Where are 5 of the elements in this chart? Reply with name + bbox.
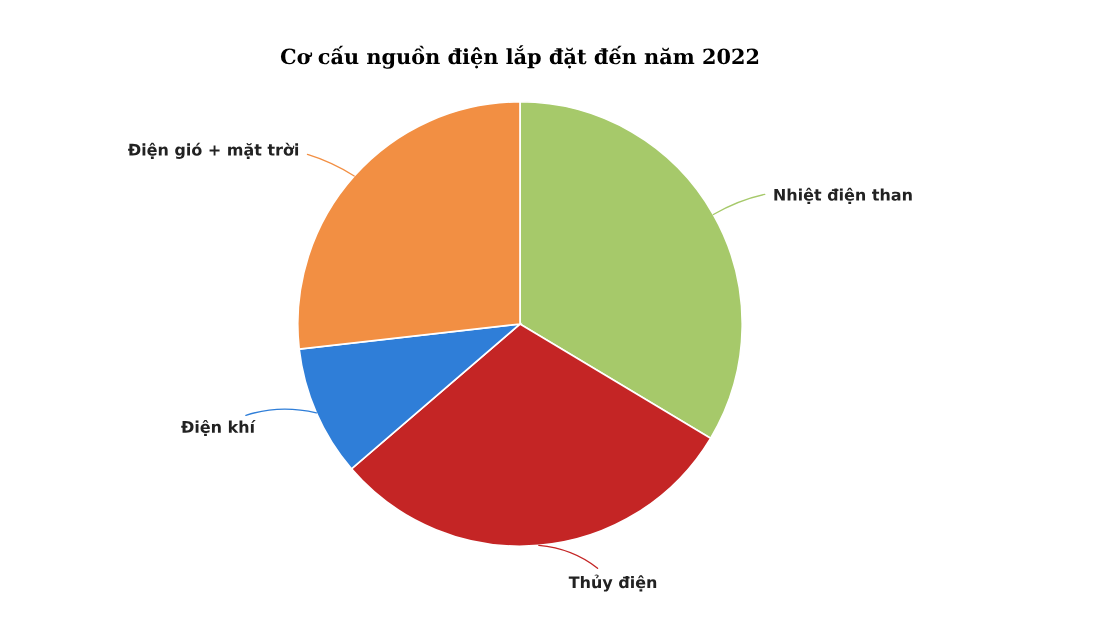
chart-title: Cơ cấu nguồn điện lắp đặt đến năm 2022 bbox=[280, 45, 759, 69]
slice-label: Thủy điện bbox=[568, 574, 657, 592]
slice-label: Điện khí bbox=[181, 419, 256, 437]
slice-label: Điện gió + mặt trời bbox=[128, 142, 299, 159]
slice-label: Nhiệt điện than bbox=[774, 187, 912, 204]
